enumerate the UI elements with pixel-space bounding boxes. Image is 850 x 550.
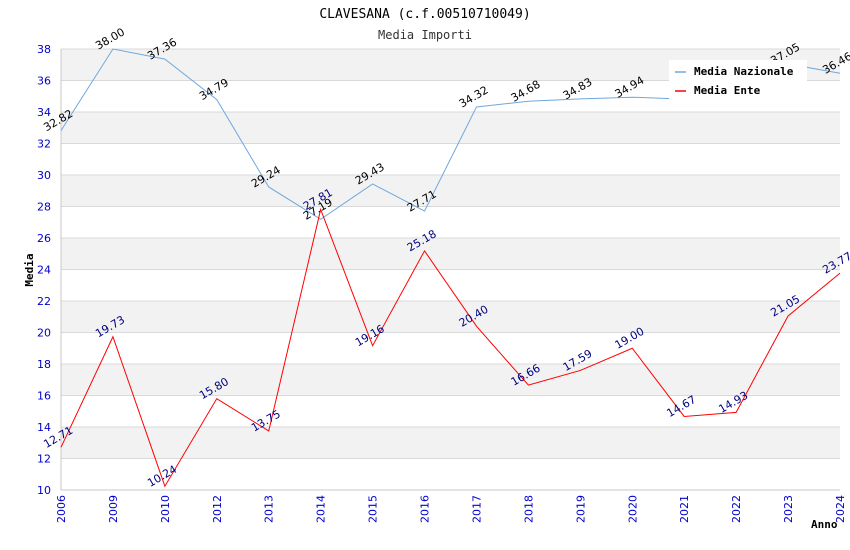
y-axis-ticks: 10 12 14 16 18 20 22 24 26 28 30 32 34 36 38 xyxy=(37,43,51,497)
data-label: 38.00 xyxy=(93,25,127,52)
y-tick-label: 32 xyxy=(37,138,51,151)
x-tick-label: 2019 xyxy=(574,495,587,523)
x-tick-label: 2015 xyxy=(367,495,380,523)
plot-band xyxy=(61,364,840,396)
x-tick-label: 2021 xyxy=(678,495,691,523)
legend: Media Nazionale Media Ente xyxy=(669,60,807,102)
y-tick-label: 28 xyxy=(37,201,51,214)
x-tick-label: 2006 xyxy=(55,495,68,523)
data-label: 10.24 xyxy=(145,463,179,490)
x-tick-label: 2022 xyxy=(730,495,743,523)
x-tick-label: 2012 xyxy=(211,495,224,523)
x-tick-label: 2017 xyxy=(470,495,483,523)
y-tick-label: 38 xyxy=(37,43,51,56)
plot-band xyxy=(61,112,840,144)
y-tick-label: 10 xyxy=(37,484,51,497)
y-tick-label: 36 xyxy=(37,75,51,88)
plot-band xyxy=(61,175,840,207)
x-tick-label: 2014 xyxy=(315,495,328,523)
x-tick-label: 2020 xyxy=(626,495,639,523)
series-line-media-ente xyxy=(60,207,841,488)
x-tick-label: 2016 xyxy=(419,495,432,523)
y-tick-label: 20 xyxy=(37,327,51,340)
y-tick-label: 12 xyxy=(37,453,51,466)
legend-label-media-nazionale: Media Nazionale xyxy=(694,65,794,78)
plot-band xyxy=(61,427,840,459)
x-axis-ticks: 2006 2009 2010 2012 2013 2014 2015 2016 2017 2018… xyxy=(55,495,847,523)
x-axis-label: Anno xyxy=(811,518,838,531)
y-tick-label: 14 xyxy=(37,421,51,434)
x-tick-label: 2018 xyxy=(522,495,535,523)
plot-band xyxy=(61,301,840,333)
y-tick-label: 26 xyxy=(37,232,51,245)
y-tick-label: 22 xyxy=(37,295,51,308)
x-tick-label: 2010 xyxy=(159,495,172,523)
y-tick-label: 34 xyxy=(37,106,51,119)
y-tick-label: 30 xyxy=(37,169,51,182)
chart-title: CLAVESANA (c.f.00510710049) xyxy=(319,7,530,22)
x-tick-label: 2013 xyxy=(263,495,276,523)
y-axis-label: Media xyxy=(23,253,36,286)
legend-label-media-ente: Media Ente xyxy=(694,84,761,97)
x-tick-label: 2024 xyxy=(834,495,847,523)
legend-background xyxy=(669,60,807,102)
plot-bands xyxy=(61,49,840,459)
chart-subtitle: Media Importi xyxy=(378,28,472,42)
x-tick-label: 2023 xyxy=(782,495,795,523)
x-tick-label: 2009 xyxy=(107,495,120,523)
gridlines xyxy=(61,48,840,491)
y-tick-label: 24 xyxy=(37,264,51,277)
y-tick-label: 16 xyxy=(37,390,51,403)
y-tick-label: 18 xyxy=(37,358,51,371)
plot-band xyxy=(61,238,840,270)
axes xyxy=(60,49,840,491)
